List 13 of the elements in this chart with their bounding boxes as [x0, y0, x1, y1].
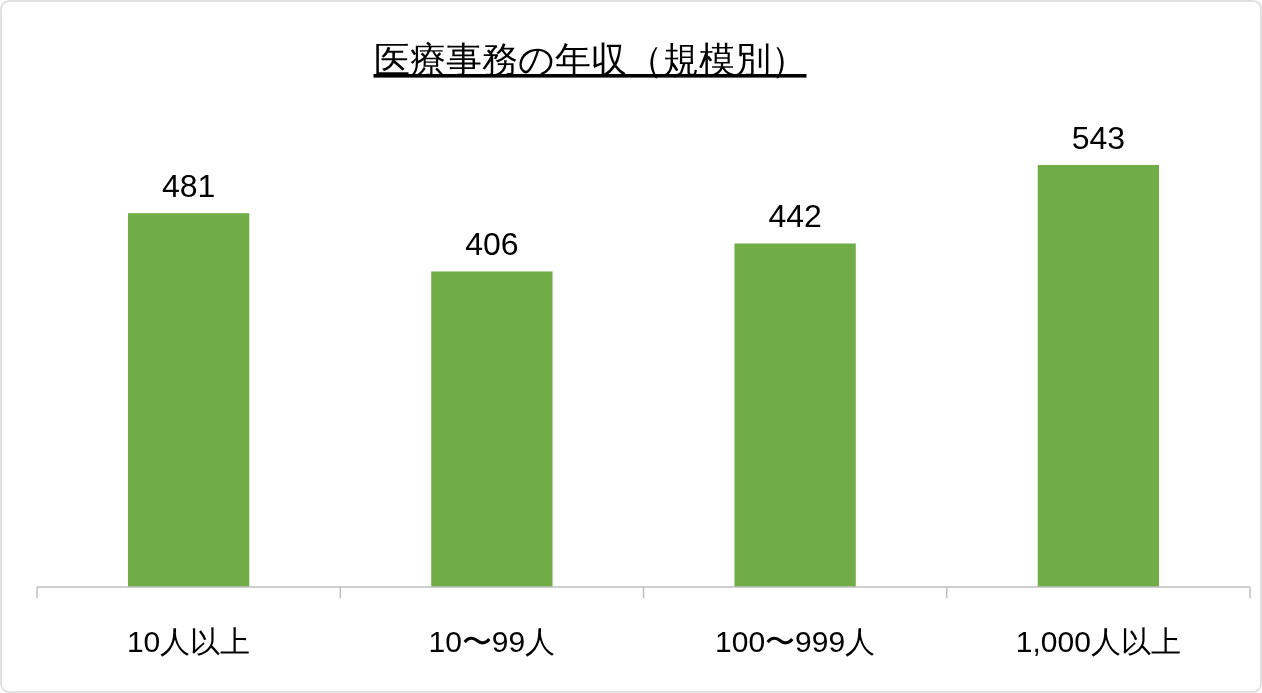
bar — [127, 213, 250, 587]
data-label: 442 — [768, 198, 822, 235]
bar — [431, 271, 553, 587]
bar — [734, 243, 856, 587]
x-tick-label: 10人以上 — [126, 625, 251, 658]
x-tick-label: 100〜999人 — [715, 625, 876, 658]
data-label: 481 — [161, 168, 216, 205]
data-label: 406 — [465, 226, 519, 263]
data-label: 543 — [1071, 120, 1126, 156]
bar — [1037, 165, 1160, 587]
x-tick-label: 10〜99人 — [428, 625, 556, 658]
x-tick-label: 1,000人以上 — [1015, 625, 1181, 658]
chart-title: 医療事務の年収（規模別） — [373, 39, 807, 80]
